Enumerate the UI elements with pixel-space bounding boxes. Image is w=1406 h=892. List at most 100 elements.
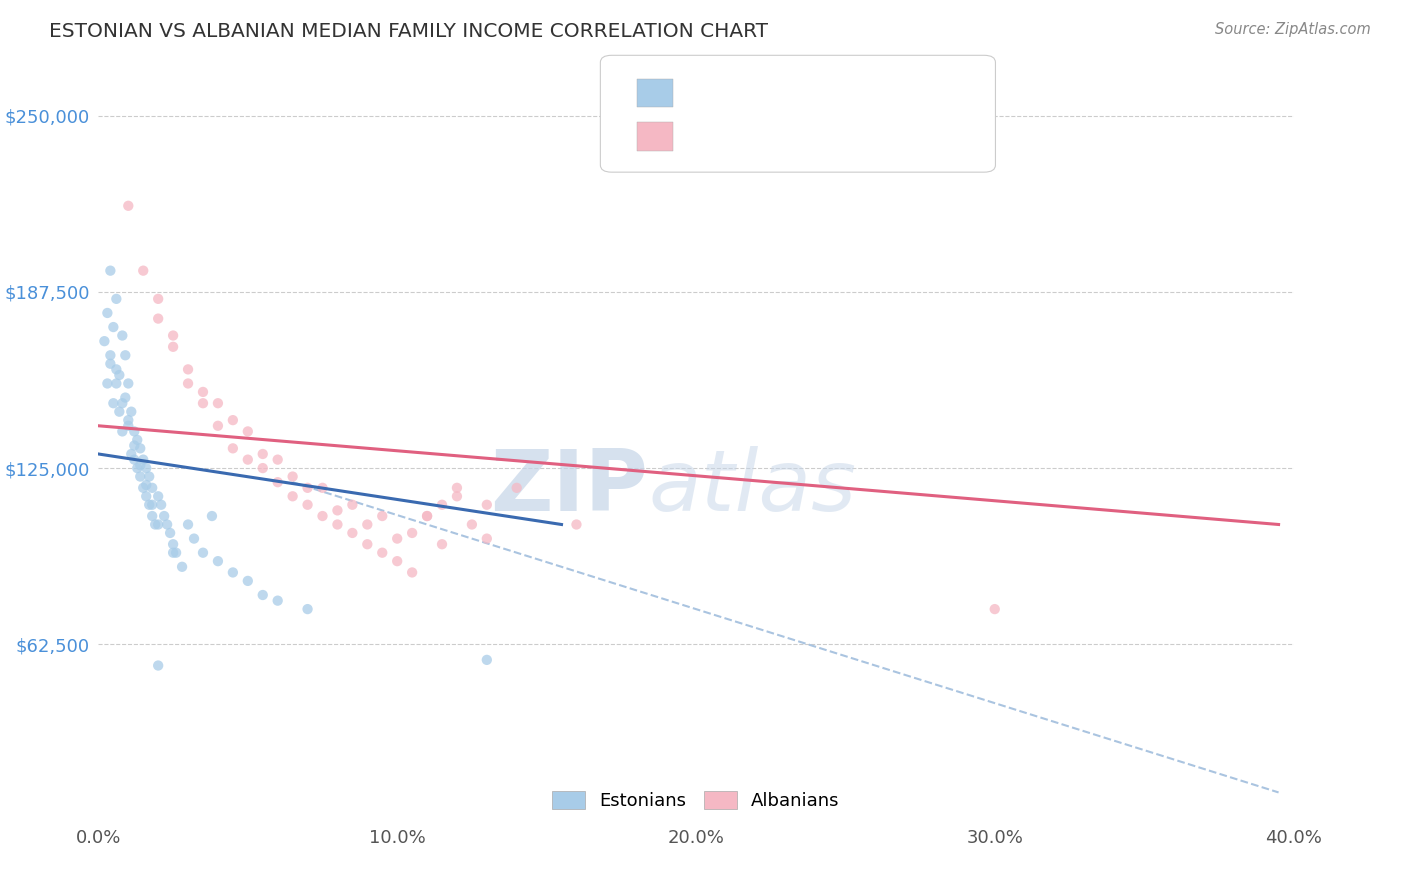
Point [222, 442, 245, 456]
Point [132, 263, 155, 277]
Point [141, 498, 163, 512]
Point [127, 433, 149, 447]
Point [236, 574, 259, 588]
Point [222, 566, 245, 580]
Point [103, 320, 125, 334]
Text: ESTONIAN VS ALBANIAN MEDIAN FAMILY INCOME CORRELATION CHART: ESTONIAN VS ALBANIAN MEDIAN FAMILY INCOM… [49, 22, 768, 41]
Point [148, 489, 170, 503]
Point [129, 442, 152, 456]
Text: R = -0.190   N = 64: R = -0.190 N = 64 [685, 84, 893, 103]
Point [93, 334, 115, 348]
Point [165, 546, 187, 560]
Point [172, 559, 194, 574]
Point [446, 481, 468, 495]
Point [281, 469, 304, 483]
Point [371, 546, 394, 560]
Point [311, 481, 333, 495]
Point [159, 525, 181, 540]
Point [111, 328, 134, 343]
Point [281, 489, 304, 503]
Point [105, 362, 128, 376]
Point [124, 452, 146, 467]
Point [96, 306, 118, 320]
Point [191, 384, 214, 399]
Point [114, 348, 136, 362]
Point [117, 418, 139, 433]
Point [135, 489, 157, 503]
Text: Source: ZipAtlas.com: Source: ZipAtlas.com [1215, 22, 1371, 37]
Point [183, 532, 205, 546]
Point [506, 481, 529, 495]
Point [401, 566, 423, 580]
Point [267, 452, 290, 467]
Point [371, 509, 394, 524]
Point [98, 357, 122, 371]
Point [984, 602, 1007, 616]
Point [252, 461, 274, 475]
Point [108, 405, 131, 419]
Point [129, 458, 152, 473]
Point [148, 311, 170, 326]
Point [416, 509, 439, 524]
Point [117, 199, 139, 213]
Point [207, 554, 229, 568]
Point [105, 376, 128, 391]
Point [108, 368, 131, 382]
Point [565, 517, 588, 532]
Point [105, 292, 128, 306]
Point [401, 525, 423, 540]
Point [153, 509, 176, 524]
Point [98, 348, 122, 362]
Point [201, 509, 224, 524]
Point [446, 489, 468, 503]
Point [297, 481, 319, 495]
Point [96, 376, 118, 391]
Point [430, 498, 453, 512]
Text: ZIP: ZIP [491, 446, 648, 529]
Point [326, 517, 349, 532]
Point [252, 588, 274, 602]
Text: R = -0.130   N = 50: R = -0.130 N = 50 [685, 127, 893, 145]
Point [342, 498, 364, 512]
Point [416, 509, 439, 524]
Point [177, 517, 200, 532]
Point [191, 396, 214, 410]
Point [117, 413, 139, 427]
Point [162, 328, 184, 343]
Point [117, 376, 139, 391]
Point [475, 653, 498, 667]
Point [148, 292, 170, 306]
Point [132, 452, 155, 467]
Point [252, 447, 274, 461]
Point [103, 396, 125, 410]
Point [207, 418, 229, 433]
Legend: Estonians, Albanians: Estonians, Albanians [543, 781, 849, 819]
Point [114, 391, 136, 405]
Point [111, 396, 134, 410]
Point [311, 509, 333, 524]
Point [127, 461, 149, 475]
Point [236, 425, 259, 439]
Point [267, 593, 290, 607]
Point [135, 461, 157, 475]
Point [342, 525, 364, 540]
Point [148, 517, 170, 532]
Point [162, 537, 184, 551]
Point [120, 447, 142, 461]
Point [141, 481, 163, 495]
Point [177, 376, 200, 391]
Point [148, 658, 170, 673]
Point [111, 425, 134, 439]
Point [98, 263, 122, 277]
Point [461, 517, 484, 532]
Point [222, 413, 245, 427]
Point [124, 438, 146, 452]
Point [207, 396, 229, 410]
Point [132, 481, 155, 495]
Point [120, 405, 142, 419]
Point [385, 554, 409, 568]
Point [385, 532, 409, 546]
Point [356, 517, 378, 532]
Point [135, 478, 157, 492]
Point [138, 469, 160, 483]
